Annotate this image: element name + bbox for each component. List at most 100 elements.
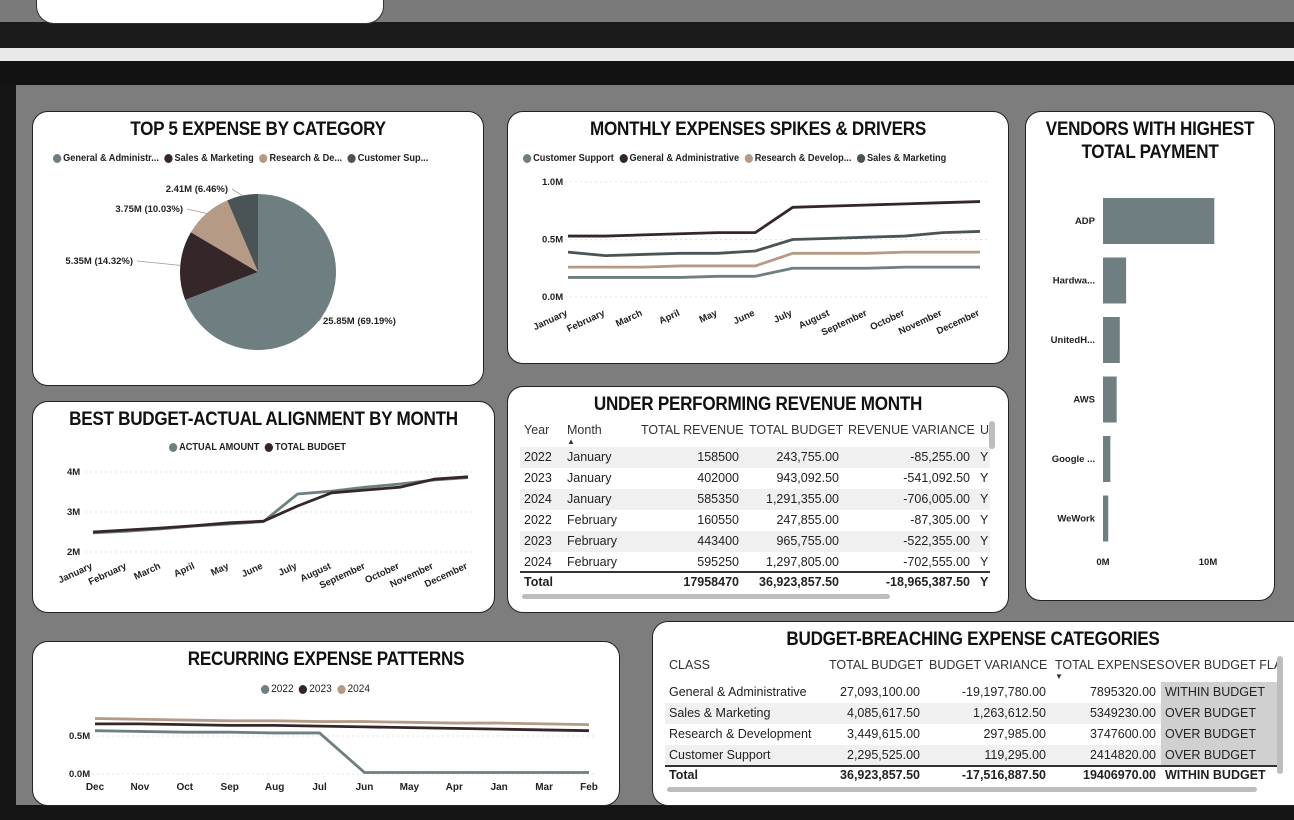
vendor-bar[interactable] <box>1103 495 1109 542</box>
total-revenue: 17958470 <box>683 575 739 589</box>
top5-pie-chart[interactable]: 25.85M (69.19%) 5.35M (14.32%) 3.75M (10.0… <box>33 174 483 384</box>
x-tick-label: May <box>400 782 420 793</box>
horizontal-scrollbar[interactable] <box>522 594 890 599</box>
series-line[interactable] <box>568 265 980 279</box>
x-tick-label: June <box>240 561 265 580</box>
x-tick-label: Aug <box>265 782 284 793</box>
pie-slice[interactable] <box>180 232 258 300</box>
best-alignment-card[interactable]: BEST BUDGET-ACTUAL ALIGNMENT BY MONTH AC… <box>32 401 495 613</box>
col-total-expenses[interactable]: TOTAL EXPENSES <box>1055 658 1165 672</box>
vertical-scrollbar[interactable] <box>1277 656 1283 774</box>
top5-title: TOP 5 EXPENSE BY CATEGORY <box>130 119 386 140</box>
x-tick-label: April <box>172 561 196 580</box>
table-row[interactable] <box>520 468 990 489</box>
x-tick-label: Dec <box>86 782 105 793</box>
series-line[interactable] <box>94 729 589 774</box>
table-row[interactable] <box>665 682 1277 703</box>
legend-item[interactable]: Research & De... <box>259 153 342 164</box>
col-total-revenue[interactable]: TOTAL REVENUE <box>641 423 744 437</box>
y-tick-label: 2M <box>67 547 80 558</box>
series-line[interactable] <box>568 200 981 238</box>
table-row[interactable] <box>520 447 990 468</box>
vendors-bar-chart[interactable]: ADP Hardwa... UnitedH... AWS Google ... WeWor… <box>1026 178 1274 598</box>
legend-item[interactable]: Customer Sup... <box>347 153 428 164</box>
table-row[interactable] <box>520 510 990 531</box>
series-line[interactable] <box>92 476 469 535</box>
col-month[interactable]: Month <box>567 423 602 437</box>
x-tick-label: Feb <box>580 782 598 793</box>
vendor-bar[interactable] <box>1103 376 1117 423</box>
x-tick-label: May <box>209 560 231 578</box>
table-cell: 158500 <box>697 450 739 464</box>
col-revenue-variance[interactable]: REVENUE VARIANCE <box>848 423 975 437</box>
table-cell: -706,005.00 <box>903 492 970 506</box>
total-flag: WITHIN BUDGET <box>1165 768 1266 782</box>
table-row[interactable] <box>665 745 1277 766</box>
table-row[interactable] <box>665 724 1277 745</box>
pie-slice[interactable] <box>185 194 336 350</box>
table-cell: February <box>567 513 618 527</box>
x-tick-label: April <box>657 308 681 327</box>
table-cell: 3,449,615.00 <box>847 727 920 741</box>
table-row[interactable] <box>665 703 1277 724</box>
vendor-bar[interactable] <box>1103 436 1111 482</box>
legend-item[interactable]: Customer Support <box>523 153 614 164</box>
vendor-label: WeWork <box>1057 514 1095 525</box>
vendors-card[interactable]: VENDORS WITH HIGHEST TOTAL PAYMENT ADP Ha… <box>1025 111 1275 601</box>
table-row[interactable] <box>520 531 990 552</box>
table-row[interactable] <box>520 489 990 510</box>
col-budget-variance[interactable]: BUDGET VARIANCE <box>929 658 1048 672</box>
legend-dot <box>169 443 178 452</box>
legend-item[interactable]: 2022 <box>261 683 294 695</box>
vertical-scrollbar[interactable] <box>989 421 995 449</box>
col-year[interactable]: Year <box>524 423 550 437</box>
budget-breaching-card[interactable]: BUDGET-BREACHING EXPENSE CATEGORIES CLAS… <box>652 621 1294 806</box>
table-cell: Y <box>980 513 989 527</box>
legend-item[interactable]: General & Administr... <box>53 153 159 164</box>
table-cell: -522,355.00 <box>903 534 970 548</box>
top5-expense-card[interactable]: TOP 5 EXPENSE BY CATEGORY General & Admi… <box>32 111 484 386</box>
recurring-line-chart[interactable]: 0.5M 0.0M Dec Nov Oct Sep Aug Jul Jun May Apr Jan Ma… <box>33 698 619 803</box>
series-line[interactable] <box>95 722 590 733</box>
horizontal-scrollbar[interactable] <box>667 787 1257 792</box>
table-cell: 247,855.00 <box>776 513 839 527</box>
table-cell: 2022 <box>524 513 552 527</box>
series-line[interactable] <box>568 250 980 269</box>
y-tick-label: 1.0M <box>542 177 563 188</box>
legend-item[interactable]: ACTUAL AMOUNT <box>169 442 259 453</box>
table-row[interactable] <box>520 552 990 573</box>
pie-slice[interactable] <box>190 200 258 272</box>
legend-item[interactable]: General & Administrative <box>619 153 739 164</box>
table-cell: 1,263,612.50 <box>973 706 1046 720</box>
col-class[interactable]: CLASS <box>669 658 710 672</box>
x-tick-label: Jul <box>312 782 327 793</box>
y-tick-label: 0.0M <box>69 769 90 780</box>
x-tick-label: 10M <box>1199 557 1218 568</box>
under-performing-card[interactable]: UNDER PERFORMING REVENUE MONTH Year Mont… <box>507 386 1009 613</box>
pie-slice[interactable] <box>227 194 258 272</box>
col-total-budget[interactable]: TOTAL BUDGET <box>749 423 844 437</box>
series-line[interactable] <box>94 717 590 726</box>
vendor-bar[interactable] <box>1103 317 1120 363</box>
col-u[interactable]: U <box>980 423 990 437</box>
monthly-expenses-card[interactable]: MONTHLY EXPENSES SPIKES & DRIVERS Custom… <box>507 111 1009 364</box>
recurring-card[interactable]: RECURRING EXPENSE PATTERNS 2022 2023 202… <box>32 641 620 806</box>
table-cell: 2023 <box>524 534 552 548</box>
series-line[interactable] <box>567 230 981 257</box>
table-cell: 2024 <box>524 492 552 506</box>
col-total-budget[interactable]: TOTAL BUDGET <box>829 658 924 672</box>
legend-item[interactable]: 2023 <box>299 683 332 695</box>
legend-item[interactable]: Sales & Marketing <box>164 153 254 164</box>
table-cell: -85,255.00 <box>910 450 970 464</box>
vendor-bar[interactable] <box>1103 257 1127 304</box>
legend-item[interactable]: 2024 <box>337 683 370 695</box>
col-over-budget-flag[interactable]: OVER BUDGET FLA <box>1165 658 1277 672</box>
vendor-bar[interactable] <box>1103 198 1215 244</box>
legend-item[interactable]: Research & Develop... <box>744 153 851 164</box>
divider-line <box>0 48 1294 61</box>
series-line[interactable] <box>92 475 469 534</box>
legend-item[interactable]: Sales & Marketing <box>856 153 946 164</box>
legend-item[interactable]: TOTAL BUDGET <box>264 442 346 453</box>
